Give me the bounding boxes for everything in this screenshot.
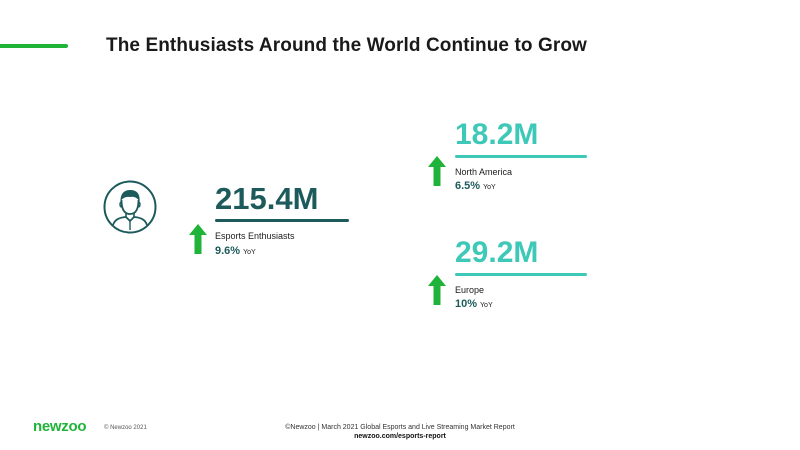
yoy-suffix: YoY <box>483 184 496 191</box>
arrow-up-icon <box>428 156 446 186</box>
stat-label: North America <box>455 167 513 177</box>
footer-copyright: © Newzoo 2021 <box>104 425 147 431</box>
stat-yoy: 10% YoY <box>455 298 587 310</box>
stat-label: Europe <box>455 285 485 295</box>
stat-underline <box>455 273 587 276</box>
page-title: The Enthusiasts Around the World Continu… <box>106 35 587 56</box>
yoy-suffix: YoY <box>243 249 256 256</box>
person-icon <box>103 180 157 234</box>
stat-underline <box>215 219 349 222</box>
yoy-value: 9.6% <box>215 245 241 257</box>
stat-underline <box>455 155 587 158</box>
accent-line <box>0 44 68 48</box>
stat-esports-enthusiasts: 215.4M Esports Enthusiasts 9.6% YoY <box>215 183 349 257</box>
footer-url[interactable]: newzoo.com/esports-report <box>354 433 446 441</box>
yoy-value: 10% <box>455 298 478 310</box>
stat-yoy: 9.6% YoY <box>215 245 349 257</box>
stat-europe: 29.2M Europe 10% YoY <box>455 238 587 310</box>
arrow-up-icon <box>189 224 207 254</box>
stat-value: 18.2M <box>455 118 539 151</box>
footer-report: ©Newzoo | March 2021 Global Esports and … <box>285 424 515 431</box>
stat-label: Esports Enthusiasts <box>215 231 295 241</box>
stat-north-america: 18.2M North America 6.5% YoY <box>455 120 587 192</box>
footer-source: ©Newzoo | March 2021 Global Esports and … <box>200 423 600 442</box>
newzoo-logo: newzoo <box>33 418 87 435</box>
yoy-suffix: YoY <box>480 302 493 309</box>
stat-yoy: 6.5% YoY <box>455 180 587 192</box>
arrow-up-icon <box>428 275 446 305</box>
stat-value: 29.2M <box>455 236 539 269</box>
stat-value: 215.4M <box>215 181 319 216</box>
yoy-value: 6.5% <box>455 180 481 192</box>
